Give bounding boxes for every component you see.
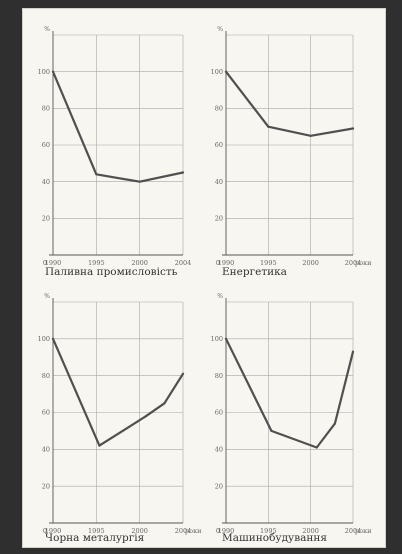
y-tick-label: 100 xyxy=(211,68,223,76)
y-tick-label: 60 xyxy=(215,141,223,149)
data-point xyxy=(51,70,55,73)
origin-label: 0 xyxy=(43,527,47,535)
y-tick-label: 40 xyxy=(42,178,50,186)
data-point xyxy=(144,415,147,418)
x-axis-label: роки xyxy=(355,527,371,535)
y-tick-label: 80 xyxy=(42,372,50,380)
y-unit-label: % xyxy=(44,293,50,300)
x-tick-label: 2000 xyxy=(302,527,319,535)
origin-label: 0 xyxy=(216,527,220,535)
data-point xyxy=(309,134,312,137)
data-point xyxy=(163,402,166,405)
series-line xyxy=(224,337,355,449)
y-tick-label: 60 xyxy=(215,409,223,417)
data-point xyxy=(333,422,336,425)
x-tick-label: 2004 xyxy=(175,259,192,267)
x-tick-label: 2004 xyxy=(175,527,192,535)
x-tick-label: 2000 xyxy=(302,259,319,267)
data-point xyxy=(181,372,185,375)
y-unit-label: % xyxy=(217,26,223,33)
chart-title: Паливна промисловість xyxy=(45,266,178,278)
data-point xyxy=(224,337,228,340)
y-unit-label: % xyxy=(44,26,50,33)
data-point xyxy=(351,127,355,130)
y-tick-label: 60 xyxy=(42,409,50,417)
y-tick-label: 60 xyxy=(42,141,50,149)
y-tick-label: 20 xyxy=(215,215,223,223)
y-tick-label: 20 xyxy=(42,482,50,490)
x-tick-label: 1995 xyxy=(260,527,277,535)
y-tick-label: 20 xyxy=(215,482,223,490)
data-point xyxy=(51,337,55,340)
data-point xyxy=(267,125,270,128)
x-tick-label: 1995 xyxy=(88,527,105,535)
x-tick-label: 2000 xyxy=(131,527,148,535)
x-axis-label: роки xyxy=(355,259,371,267)
figure-sheet: % 20 40 60 80 100 0 1990 1995 2000 2004 Паливна про… xyxy=(22,8,386,548)
y-tick-label: 40 xyxy=(42,446,50,454)
data-point xyxy=(138,180,141,183)
x-tick-label: 1990 xyxy=(218,527,235,535)
chart-title: Машинобудування xyxy=(222,532,327,544)
origin-label: 0 xyxy=(216,259,220,267)
x-tick-label: 1995 xyxy=(88,259,105,267)
data-point xyxy=(270,429,273,433)
x-tick-label: 1990 xyxy=(218,259,235,267)
series-line xyxy=(224,70,355,137)
x-tick-label: 1990 xyxy=(45,527,62,535)
origin-label: 0 xyxy=(43,259,47,267)
data-point xyxy=(95,173,98,176)
x-tick-label: 1990 xyxy=(45,259,62,267)
data-point xyxy=(224,70,228,73)
y-tick-label: 80 xyxy=(215,105,223,113)
y-tick-label: 40 xyxy=(215,178,223,186)
y-tick-label: 100 xyxy=(38,335,50,343)
x-axis-label: роки xyxy=(185,527,201,535)
y-tick-label: 40 xyxy=(215,446,223,454)
x-tick-label: 2000 xyxy=(131,259,148,267)
y-tick-label: 80 xyxy=(42,105,50,113)
data-point xyxy=(98,444,101,447)
series-line xyxy=(51,337,185,447)
x-tick-label: 2004 xyxy=(345,259,362,267)
series-line xyxy=(51,70,185,183)
y-tick-label: 100 xyxy=(38,68,50,76)
x-tick-label: 2004 xyxy=(345,527,362,535)
y-tick-label: 80 xyxy=(215,372,223,380)
chart-title: Енергетика xyxy=(222,266,287,278)
data-point xyxy=(351,350,355,353)
y-tick-label: 100 xyxy=(211,335,223,343)
data-point xyxy=(315,446,318,449)
x-tick-label: 1995 xyxy=(260,259,277,267)
y-unit-label: % xyxy=(217,293,223,300)
data-point xyxy=(181,171,185,174)
y-tick-label: 20 xyxy=(42,215,50,223)
chart-title: Чорна металургія xyxy=(45,532,145,544)
